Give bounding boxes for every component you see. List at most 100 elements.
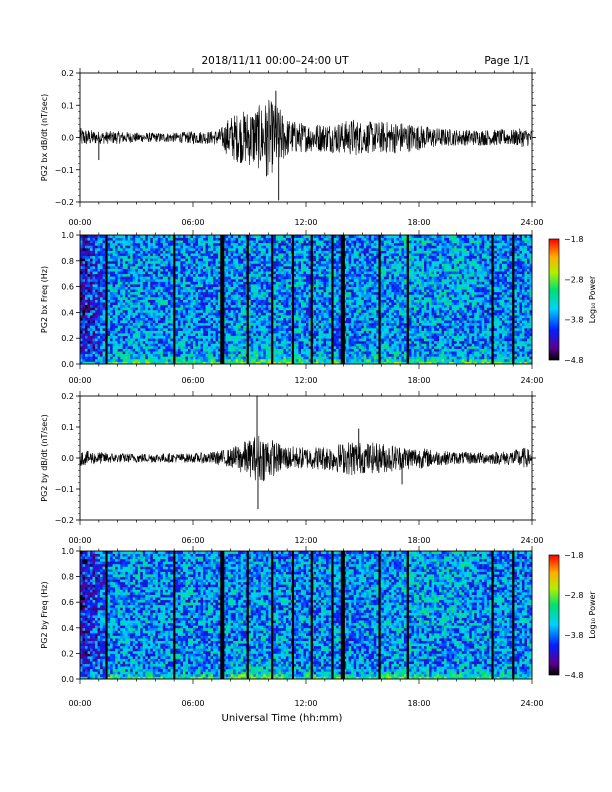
spectrogram-cell (85, 322, 88, 326)
spectrogram-cell (160, 304, 164, 308)
spectrogram-cell (127, 260, 131, 264)
spectrogram-cell (210, 353, 214, 357)
spectrogram-cell (293, 358, 297, 362)
spectrogram-cell (288, 273, 292, 277)
spectrogram-cell (313, 284, 317, 287)
spectrogram-cell (97, 281, 101, 285)
spectrogram-cell (230, 330, 234, 334)
spectrogram-cell (316, 242, 319, 246)
spectrogram-cell (240, 284, 244, 287)
spectrogram-cell (268, 327, 272, 331)
spectrogram-cell (127, 291, 131, 295)
spectrogram-cell (255, 284, 259, 287)
spectrogram-cell (235, 265, 239, 269)
spectrogram-cell (150, 263, 154, 267)
spectrogram-cell (185, 314, 189, 318)
spectrogram-cell (238, 353, 242, 357)
spectrogram-cell (155, 258, 159, 262)
spectrogram-cell (275, 345, 279, 349)
spectrogram-cell (167, 320, 171, 324)
spectrogram-cell (243, 353, 247, 357)
spectrogram-cell (223, 340, 227, 344)
spectrogram-cell (187, 343, 191, 347)
spectrogram-cell (175, 312, 179, 316)
spectrogram-cell (203, 255, 206, 259)
spectrogram-cell (112, 289, 116, 293)
spectrogram-cell (85, 284, 88, 287)
spectrogram-cell (263, 338, 267, 342)
spectrogram-cell (255, 361, 259, 365)
spectrogram-cell (235, 245, 239, 249)
spectrogram-cell (142, 312, 146, 316)
spectrogram-cell (303, 242, 307, 246)
spectrogram-cell (130, 260, 134, 264)
spectrogram-cell (248, 309, 252, 313)
spectrogram-cell (215, 345, 219, 349)
spectrogram-cell (288, 322, 292, 326)
spectrogram-cell (120, 314, 124, 318)
spectrogram-cell (225, 340, 229, 344)
spectrogram-cell (117, 260, 121, 264)
spectrogram-cell (213, 255, 216, 259)
spectrogram-cell (87, 304, 91, 308)
spectrogram-cell (92, 271, 96, 275)
spectrogram-cell (233, 281, 237, 285)
spectrogram-cell (137, 296, 141, 300)
spectrogram-cell (285, 294, 289, 298)
spectrogram-cell (167, 237, 171, 241)
spectrogram-cell (152, 320, 156, 324)
spectrogram-cell (210, 335, 214, 339)
spectrogram-cell (248, 263, 252, 267)
spectrogram-cell (316, 237, 319, 241)
spectrogram-cell (280, 333, 284, 337)
spectrogram-cell (140, 340, 144, 344)
spectrogram-cell (210, 235, 214, 238)
spectrogram-cell (135, 286, 139, 290)
spectrogram-cell (278, 237, 282, 241)
spectrogram-cell (185, 289, 189, 293)
spectrogram-cell (95, 351, 98, 355)
spectrogram-cell (295, 255, 299, 259)
spectrogram-cell (92, 348, 96, 352)
spectrogram-cell (235, 358, 239, 362)
spectrogram-cell (225, 268, 229, 272)
spectrogram-cell (306, 242, 309, 246)
spectrogram-cell (323, 348, 327, 352)
spectrogram-cell (85, 317, 88, 321)
spectrogram-cell (213, 314, 216, 318)
spectrogram-cell (268, 240, 272, 244)
spectrogram-cell (187, 333, 191, 337)
spectrogram-cell (306, 353, 309, 357)
spectrogram-cell (233, 322, 237, 326)
spectrogram-cell (255, 333, 259, 337)
spectrogram-cell (248, 294, 252, 298)
spectrogram-cell (165, 258, 169, 262)
spectrogram-cell (132, 242, 136, 246)
spectrogram-cell (300, 260, 304, 264)
spectrogram-cell (278, 302, 282, 306)
spectrogram-cell (177, 276, 181, 280)
spectrogram-cell (223, 245, 227, 249)
spectrogram-cell (165, 281, 169, 285)
spectrogram-cell (210, 291, 214, 295)
spectrogram-cell (278, 322, 282, 326)
spectrogram-cell (195, 340, 199, 344)
spectrogram-cell (135, 291, 139, 295)
spectrogram-cell (155, 281, 159, 285)
spectrogram-cell (303, 235, 307, 238)
spectrogram-cell (162, 333, 166, 337)
spectrogram-cell (117, 322, 121, 326)
spectrogram-cell (283, 242, 287, 246)
spectrogram-cell (200, 335, 204, 339)
spectrogram-cell (117, 340, 121, 344)
spectrogram-cell (125, 356, 129, 360)
spectrogram-cell (193, 273, 196, 277)
spectrogram-cell (132, 322, 136, 326)
spectrogram-cell (170, 265, 174, 269)
spectrogram-cell (273, 242, 277, 246)
spectrogram-cell (137, 345, 141, 349)
spectrogram-cell (147, 340, 151, 344)
spectrogram-cell (210, 289, 214, 293)
spectrogram-cell (175, 317, 179, 321)
spectrogram-cell (258, 245, 262, 249)
